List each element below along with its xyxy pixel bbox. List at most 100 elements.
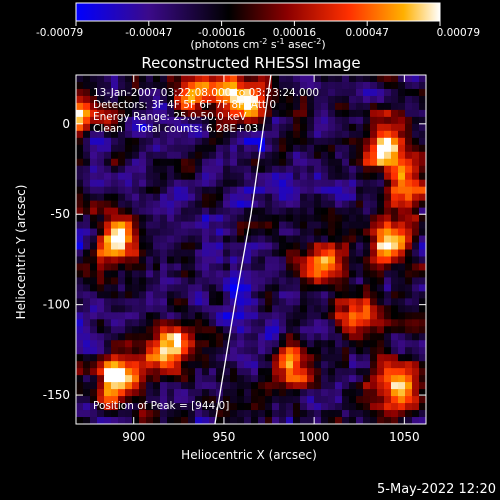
heatmap-cell bbox=[342, 109, 350, 118]
heatmap-cell bbox=[167, 319, 175, 327]
heatmap-cell bbox=[328, 298, 336, 306]
heatmap-cell bbox=[237, 249, 245, 258]
heatmap-cell bbox=[83, 270, 91, 279]
heatmap-cell bbox=[405, 305, 413, 313]
heatmap-cell bbox=[97, 375, 105, 383]
heatmap-cell bbox=[195, 340, 203, 348]
heatmap-cell bbox=[146, 361, 154, 369]
heatmap-cell bbox=[363, 284, 371, 292]
heatmap-cell bbox=[293, 116, 301, 125]
heatmap-cell bbox=[83, 75, 91, 83]
heatmap-cell bbox=[391, 81, 399, 90]
heatmap-cell bbox=[328, 235, 336, 244]
heatmap-cell bbox=[202, 144, 210, 153]
heatmap-cell bbox=[237, 116, 245, 125]
heatmap-cell bbox=[300, 200, 308, 209]
heatmap-cell bbox=[335, 137, 343, 146]
heatmap-cell bbox=[412, 81, 420, 90]
heatmap-cell bbox=[265, 382, 273, 390]
heatmap-cell bbox=[132, 144, 140, 153]
heatmap-cell bbox=[342, 186, 350, 195]
heatmap-cell bbox=[160, 144, 168, 153]
heatmap-cell bbox=[111, 95, 119, 104]
heatmap-cell bbox=[188, 305, 196, 313]
heatmap-cell bbox=[223, 179, 231, 188]
heatmap-cell bbox=[223, 158, 231, 167]
heatmap-cell bbox=[335, 403, 343, 411]
heatmap-cell bbox=[279, 263, 287, 272]
heatmap-cell bbox=[83, 326, 91, 334]
heatmap-cell bbox=[307, 158, 315, 167]
heatmap-cell bbox=[132, 151, 140, 160]
heatmap-cell bbox=[76, 277, 84, 285]
heatmap-cell bbox=[153, 186, 161, 195]
heatmap-cell bbox=[188, 368, 196, 376]
heatmap-cell bbox=[412, 326, 420, 334]
heatmap-cell bbox=[419, 403, 426, 411]
heatmap-cell bbox=[279, 200, 287, 209]
heatmap-cell bbox=[111, 242, 119, 251]
heatmap-cell bbox=[76, 235, 84, 244]
heatmap-cell bbox=[356, 417, 364, 424]
heatmap-cell bbox=[195, 270, 203, 279]
heatmap-cell bbox=[181, 256, 189, 265]
heatmap-cell bbox=[265, 102, 273, 111]
heatmap-cell bbox=[321, 326, 329, 334]
heatmap-cell bbox=[405, 102, 413, 111]
heatmap-cell bbox=[398, 235, 406, 244]
heatmap-cell bbox=[174, 144, 182, 153]
heatmap-cell bbox=[97, 340, 105, 348]
heatmap-cell bbox=[83, 102, 91, 111]
heatmap-cell bbox=[244, 340, 252, 348]
heatmap-cell bbox=[314, 270, 322, 279]
heatmap-cell bbox=[272, 88, 280, 97]
heatmap-cell bbox=[90, 81, 98, 90]
heatmap-cell bbox=[181, 368, 189, 376]
heatmap-cell bbox=[195, 179, 203, 188]
heatmap-cell bbox=[216, 347, 224, 355]
heatmap-cell bbox=[181, 200, 189, 209]
heatmap-cell bbox=[146, 102, 154, 111]
heatmap-cell bbox=[139, 221, 147, 230]
heatmap-cell bbox=[300, 81, 308, 90]
heatmap-cell bbox=[195, 88, 203, 97]
heatmap-cell bbox=[314, 158, 322, 167]
heatmap-cell bbox=[328, 263, 336, 272]
heatmap-cell bbox=[258, 256, 266, 265]
heatmap-cell bbox=[174, 75, 182, 83]
heatmap-cell bbox=[83, 81, 91, 90]
heatmap-cell bbox=[328, 410, 336, 418]
heatmap-cell bbox=[111, 179, 119, 188]
heatmap-cell bbox=[370, 305, 378, 313]
heatmap-cell bbox=[384, 102, 392, 111]
heatmap-cell bbox=[174, 263, 182, 272]
heatmap-cell bbox=[377, 95, 385, 104]
heatmap-cell bbox=[188, 165, 196, 174]
heatmap-cell bbox=[328, 193, 336, 202]
heatmap-cell bbox=[111, 158, 119, 167]
heatmap-cell bbox=[349, 354, 357, 362]
heatmap-cell bbox=[202, 389, 210, 397]
heatmap-cell bbox=[377, 382, 385, 390]
heatmap-cell bbox=[146, 151, 154, 160]
heatmap-cell bbox=[279, 172, 287, 181]
heatmap-cell bbox=[300, 361, 308, 369]
heatmap-cell bbox=[132, 340, 140, 348]
heatmap-cell bbox=[251, 375, 259, 383]
heatmap-cell bbox=[195, 95, 203, 104]
heatmap-cell bbox=[363, 172, 371, 181]
heatmap-cell bbox=[223, 207, 231, 216]
heatmap-cell bbox=[391, 165, 399, 174]
heatmap-cell bbox=[209, 88, 217, 97]
heatmap-cell bbox=[335, 298, 343, 306]
heatmap-cell bbox=[251, 263, 259, 272]
heatmap-cell bbox=[195, 200, 203, 209]
heatmap-cell bbox=[265, 75, 273, 83]
heatmap-cell bbox=[328, 75, 336, 83]
heatmap-cell bbox=[342, 312, 350, 320]
heatmap-cell bbox=[258, 95, 266, 104]
heatmap-cell bbox=[265, 417, 273, 424]
heatmap-cell bbox=[328, 256, 336, 265]
heatmap-cell bbox=[391, 193, 399, 202]
